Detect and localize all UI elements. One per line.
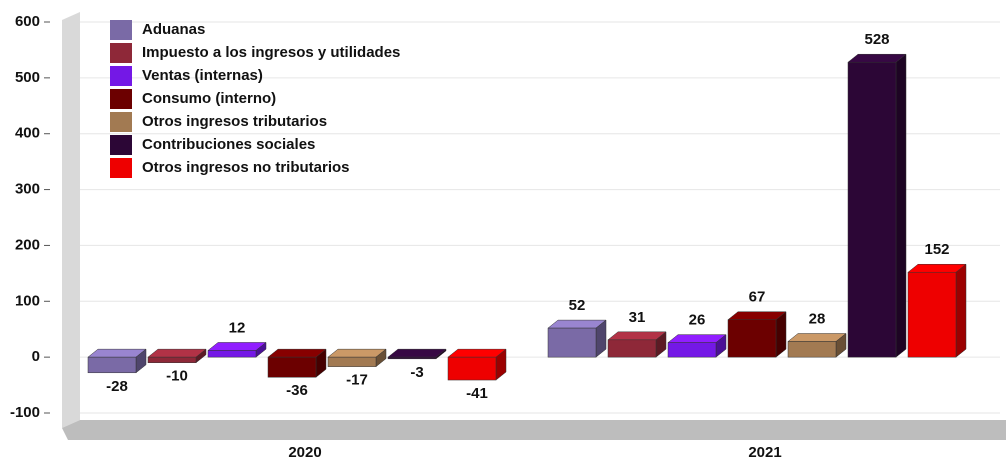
bar-front (907, 271, 957, 358)
y-tick-label: -100 (10, 404, 40, 421)
bar (147, 348, 207, 364)
bar (387, 348, 447, 360)
data-label: 26 (689, 312, 706, 329)
bar-front (847, 61, 897, 358)
data-label: 67 (749, 289, 766, 306)
bar (547, 319, 607, 358)
bar-front (447, 356, 497, 381)
legend-label: Impuesto a los ingresos y utilidades (142, 44, 400, 61)
bar-side (775, 311, 787, 358)
data-label: 31 (629, 309, 646, 326)
bar (607, 331, 667, 358)
bar (207, 341, 267, 358)
bar (667, 334, 727, 358)
bar (87, 348, 147, 374)
legend-label: Ventas (internas) (142, 67, 263, 84)
bar-front (207, 350, 257, 358)
x-tick-label: 2021 (748, 444, 781, 461)
bar-side (955, 263, 967, 358)
data-label: 528 (864, 31, 889, 48)
bar (327, 348, 387, 368)
data-label: 52 (569, 297, 586, 314)
bar (447, 348, 507, 381)
bar-front (667, 342, 717, 358)
bar-front (727, 319, 777, 358)
bar-front (147, 356, 197, 363)
legend-swatch (110, 66, 132, 86)
y-tick-label: 0 (32, 348, 40, 365)
legend-swatch (110, 158, 132, 178)
legend-label: Aduanas (142, 21, 205, 38)
data-label: 28 (809, 310, 826, 327)
bar-front (607, 339, 657, 358)
y-tick-label: 300 (15, 181, 40, 198)
bar (267, 348, 327, 378)
bar-side (895, 53, 907, 358)
data-label: 12 (229, 319, 246, 336)
bar-front (267, 356, 317, 378)
bar-front (387, 356, 437, 360)
y-tick-label: 100 (15, 292, 40, 309)
legend-swatch (110, 135, 132, 155)
bar-front (547, 327, 597, 358)
legend-label: Otros ingresos no tributarios (142, 159, 350, 176)
data-label: -10 (166, 368, 188, 385)
legend-swatch (110, 43, 132, 63)
x-tick-label: 2020 (288, 444, 321, 461)
y-tick-label: 200 (15, 236, 40, 253)
bar-front (787, 341, 837, 358)
legend-label: Consumo (interno) (142, 90, 276, 107)
legend-label: Otros ingresos tributarios (142, 113, 327, 130)
bar-front (87, 356, 137, 374)
legend-swatch (110, 20, 132, 40)
data-label: 152 (924, 241, 949, 258)
bar (787, 332, 847, 358)
data-label: -3 (410, 364, 423, 381)
legend-swatch (110, 112, 132, 132)
y-tick-label: 400 (15, 125, 40, 142)
side-wall (62, 12, 80, 428)
bar (727, 311, 787, 358)
bar (907, 263, 967, 358)
data-label: -28 (106, 378, 128, 395)
data-label: -17 (346, 372, 368, 389)
legend-swatch (110, 89, 132, 109)
data-label: -36 (286, 382, 308, 399)
data-label: -41 (466, 385, 488, 402)
y-tick-label: 500 (15, 69, 40, 86)
bar-front (327, 356, 377, 367)
legend-label: Contribuciones sociales (142, 136, 315, 153)
y-tick-label: 600 (15, 13, 40, 30)
bar (847, 53, 907, 358)
floor (62, 420, 1006, 440)
